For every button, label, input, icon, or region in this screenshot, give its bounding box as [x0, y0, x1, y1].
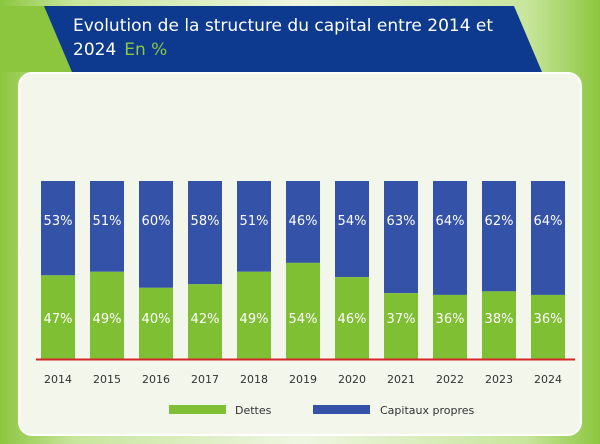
label-dettes-2014: 47% — [44, 312, 73, 327]
label-dettes-2024: 36% — [534, 312, 563, 327]
label-dettes-2015: 49% — [93, 312, 122, 327]
x-tick-2020: 2020 — [338, 373, 366, 386]
x-tick-2016: 2016 — [142, 373, 170, 386]
label-dettes-2019: 54% — [289, 312, 318, 327]
x-tick-2022: 2022 — [436, 373, 464, 386]
bar-dettes-2019 — [286, 262, 320, 359]
bar-dettes-2020 — [335, 277, 369, 359]
x-tick-2017: 2017 — [191, 373, 219, 386]
bar-dettes-2022 — [433, 294, 467, 359]
label-dettes-2018: 49% — [240, 312, 269, 327]
bar-dettes-2017 — [188, 284, 222, 359]
bar-dettes-2021 — [384, 293, 418, 359]
legend-capitaux-propres-swatch — [313, 405, 370, 414]
chart-title: Evolution de la structure du capital ent… — [73, 14, 513, 62]
bar-capitaux-propres-2018 — [237, 181, 271, 272]
chart-title-text: Evolution de la structure du capital ent… — [73, 16, 494, 60]
bar-dettes-2018 — [237, 271, 271, 359]
x-tick-2023: 2023 — [485, 373, 513, 386]
label-capitaux-propres-2021: 63% — [387, 214, 416, 229]
label-capitaux-propres-2018: 51% — [240, 214, 269, 229]
title-banner — [0, 6, 542, 72]
bar-capitaux-propres-2023 — [482, 181, 516, 292]
legend-capitaux-propres-label: Capitaux propres — [380, 404, 475, 417]
label-dettes-2016: 40% — [142, 312, 171, 327]
label-capitaux-propres-2015: 51% — [93, 214, 122, 229]
label-dettes-2021: 37% — [387, 312, 416, 327]
bar-capitaux-propres-2024 — [531, 181, 565, 295]
chart-subtitle: En % — [124, 40, 168, 60]
label-dettes-2022: 36% — [436, 312, 465, 327]
bar-dettes-2024 — [531, 294, 565, 359]
label-dettes-2020: 46% — [338, 312, 367, 327]
legend-dettes-label: Dettes — [235, 404, 272, 417]
x-tick-2014: 2014 — [44, 373, 72, 386]
bar-capitaux-propres-2020 — [335, 181, 369, 278]
label-capitaux-propres-2016: 60% — [142, 214, 171, 229]
label-capitaux-propres-2024: 64% — [534, 214, 563, 229]
bar-capitaux-propres-2021 — [384, 181, 418, 294]
x-tick-2015: 2015 — [93, 373, 121, 386]
x-tick-2019: 2019 — [289, 373, 317, 386]
bar-dettes-2015 — [90, 271, 124, 359]
label-capitaux-propres-2017: 58% — [191, 214, 220, 229]
bar-dettes-2014 — [41, 275, 75, 359]
bar-capitaux-propres-2016 — [139, 181, 173, 288]
bar-capitaux-propres-2019 — [286, 181, 320, 263]
bar-capitaux-propres-2014 — [41, 181, 75, 276]
label-capitaux-propres-2020: 54% — [338, 214, 367, 229]
bar-dettes-2023 — [482, 291, 516, 359]
label-dettes-2017: 42% — [191, 312, 220, 327]
label-dettes-2023: 38% — [485, 312, 514, 327]
bar-capitaux-propres-2015 — [90, 181, 124, 272]
x-tick-2021: 2021 — [387, 373, 415, 386]
bar-capitaux-propres-2017 — [188, 181, 222, 285]
label-capitaux-propres-2023: 62% — [485, 214, 514, 229]
x-tick-2024: 2024 — [534, 373, 562, 386]
label-capitaux-propres-2019: 46% — [289, 214, 318, 229]
bar-capitaux-propres-2022 — [433, 181, 467, 295]
bar-dettes-2016 — [139, 287, 173, 359]
label-capitaux-propres-2014: 53% — [44, 214, 73, 229]
label-capitaux-propres-2022: 64% — [436, 214, 465, 229]
x-tick-2018: 2018 — [240, 373, 268, 386]
legend-dettes-swatch — [169, 405, 226, 414]
